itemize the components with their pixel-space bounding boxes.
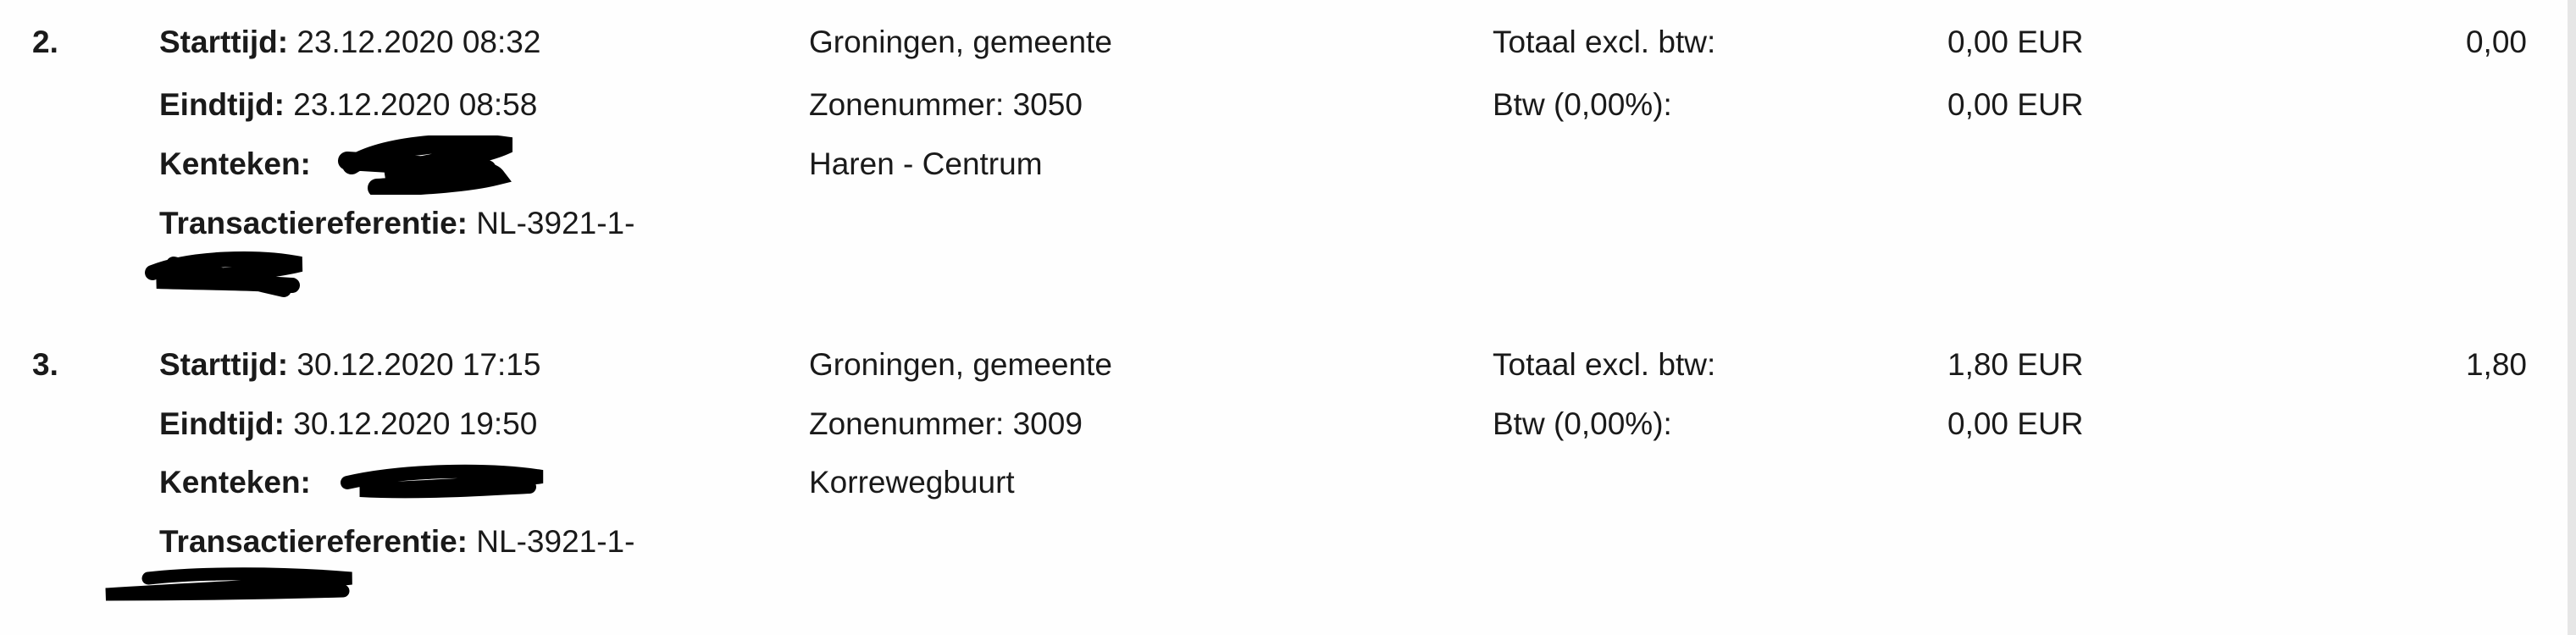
redaction-scribble [145,251,303,297]
vat-value: 0,00 EUR [1947,87,2084,122]
total-excl-label: Totaal excl. btw: [1493,25,1716,59]
zone-number: Zonenummer: 3009 [809,406,1083,441]
plate-label: Kenteken: [159,465,311,500]
vat-value: 0,00 EUR [1947,406,2084,441]
total-excl-value: 1,80 EUR [1947,347,2084,382]
area-name: Haren - Centrum [809,146,1043,181]
end-value: 30.12.2020 19:50 [293,406,538,441]
end-value: 23.12.2020 08:58 [293,87,538,122]
plate-label: Kenteken: [159,146,311,181]
transaction-reference: Transactiereferentie: NL-3921-1- [159,523,634,560]
start-time: Starttijd: 23.12.2020 08:32 [159,24,540,61]
municipality: Groningen, gemeente [809,25,1112,59]
end-label: Eindtijd: [159,87,285,122]
start-time: Starttijd: 30.12.2020 17:15 [159,346,540,384]
end-time: Eindtijd: 30.12.2020 19:50 [159,406,537,443]
redaction-scribble [338,135,512,195]
transaction-index: 2. [32,25,58,59]
total-excl-label: Totaal excl. btw: [1493,347,1716,382]
ref-value: NL-3921-1- [476,206,635,240]
plate: Kenteken: [159,464,311,501]
amount: 1,80 [2465,347,2527,382]
start-value: 30.12.2020 17:15 [296,347,541,382]
area-name: Korrewegbuurt [809,465,1015,500]
vat-label: Btw (0,00%): [1493,406,1672,441]
transaction-index: 3. [32,347,58,382]
total-excl-value: 0,00 EUR [1947,25,2084,59]
redaction-scribble [105,567,352,601]
plate: Kenteken: [159,146,311,183]
start-label: Starttijd: [159,25,289,59]
vat-label: Btw (0,00%): [1493,87,1672,122]
transaction-reference: Transactiereferentie: NL-3921-1- [159,205,634,242]
ref-value: NL-3921-1- [476,524,635,559]
redaction-scribble [341,464,544,499]
scrollbar[interactable] [2568,0,2576,635]
end-label: Eindtijd: [159,406,285,441]
ref-label: Transactiereferentie: [159,524,468,559]
start-value: 23.12.2020 08:32 [296,25,541,59]
ref-label: Transactiereferentie: [159,206,468,240]
zone-number: Zonenummer: 3050 [809,87,1083,122]
amount: 0,00 [2465,25,2527,59]
end-time: Eindtijd: 23.12.2020 08:58 [159,86,537,124]
start-label: Starttijd: [159,347,289,382]
municipality: Groningen, gemeente [809,347,1112,382]
